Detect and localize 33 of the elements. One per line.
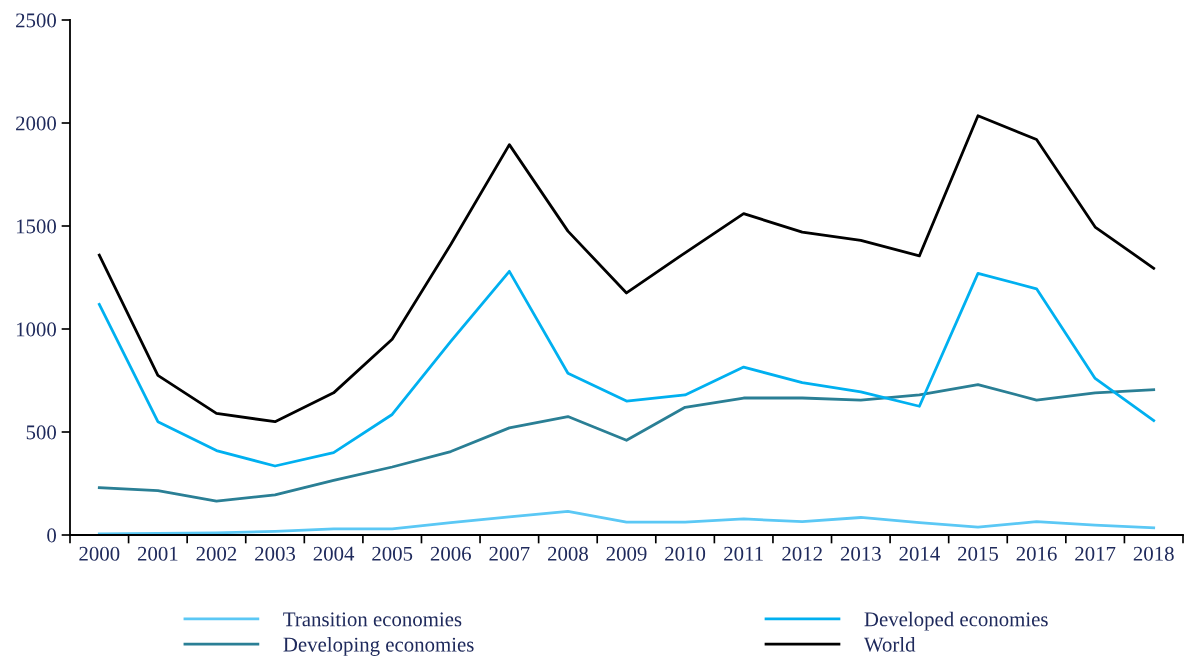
x-tick-label: 2017 <box>1075 546 1116 561</box>
x-tick-label: 2013 <box>840 546 881 561</box>
x-tick-label: 2006 <box>430 546 471 561</box>
x-tick-label: 2015 <box>958 546 998 561</box>
x-tick-label: 2014 <box>899 546 940 561</box>
y-tick-label: 500 <box>26 425 57 440</box>
line-series <box>97 269 1156 468</box>
y-tick-label: 0 <box>47 528 57 543</box>
line-series <box>97 383 1156 503</box>
x-tick-label: 2012 <box>782 546 822 561</box>
legend-label: World <box>863 636 916 652</box>
x-tick-label: 2005 <box>372 546 413 561</box>
x-tick-label: 2010 <box>665 546 706 561</box>
y-tick-label: 2000 <box>16 116 57 131</box>
y-tick-label: 1500 <box>16 219 57 234</box>
line-series <box>97 509 1156 535</box>
x-tick-label: 2002 <box>196 546 237 561</box>
legend-label: Transition economies <box>283 612 462 627</box>
line-series <box>97 114 1156 424</box>
x-tick-label: 2003 <box>255 546 296 561</box>
x-tick-label: 2000 <box>79 546 120 561</box>
x-tick-label: 2018 <box>1133 546 1174 561</box>
legend-label: Developed economies <box>864 611 1048 631</box>
x-tick-label: 2009 <box>606 546 647 561</box>
x-tick-label: 2008 <box>548 546 588 561</box>
x-tick-label: 2011 <box>724 546 763 561</box>
x-tick-label: 2001 <box>137 546 178 561</box>
x-tick-label: 2004 <box>313 546 355 561</box>
x-tick-label: 2007 <box>489 546 530 561</box>
x-tick-label: 2016 <box>1016 546 1057 561</box>
y-tick-label: 2500 <box>16 13 57 28</box>
legend-label: Developing economies <box>283 636 474 656</box>
y-tick-label: 1000 <box>16 322 57 337</box>
